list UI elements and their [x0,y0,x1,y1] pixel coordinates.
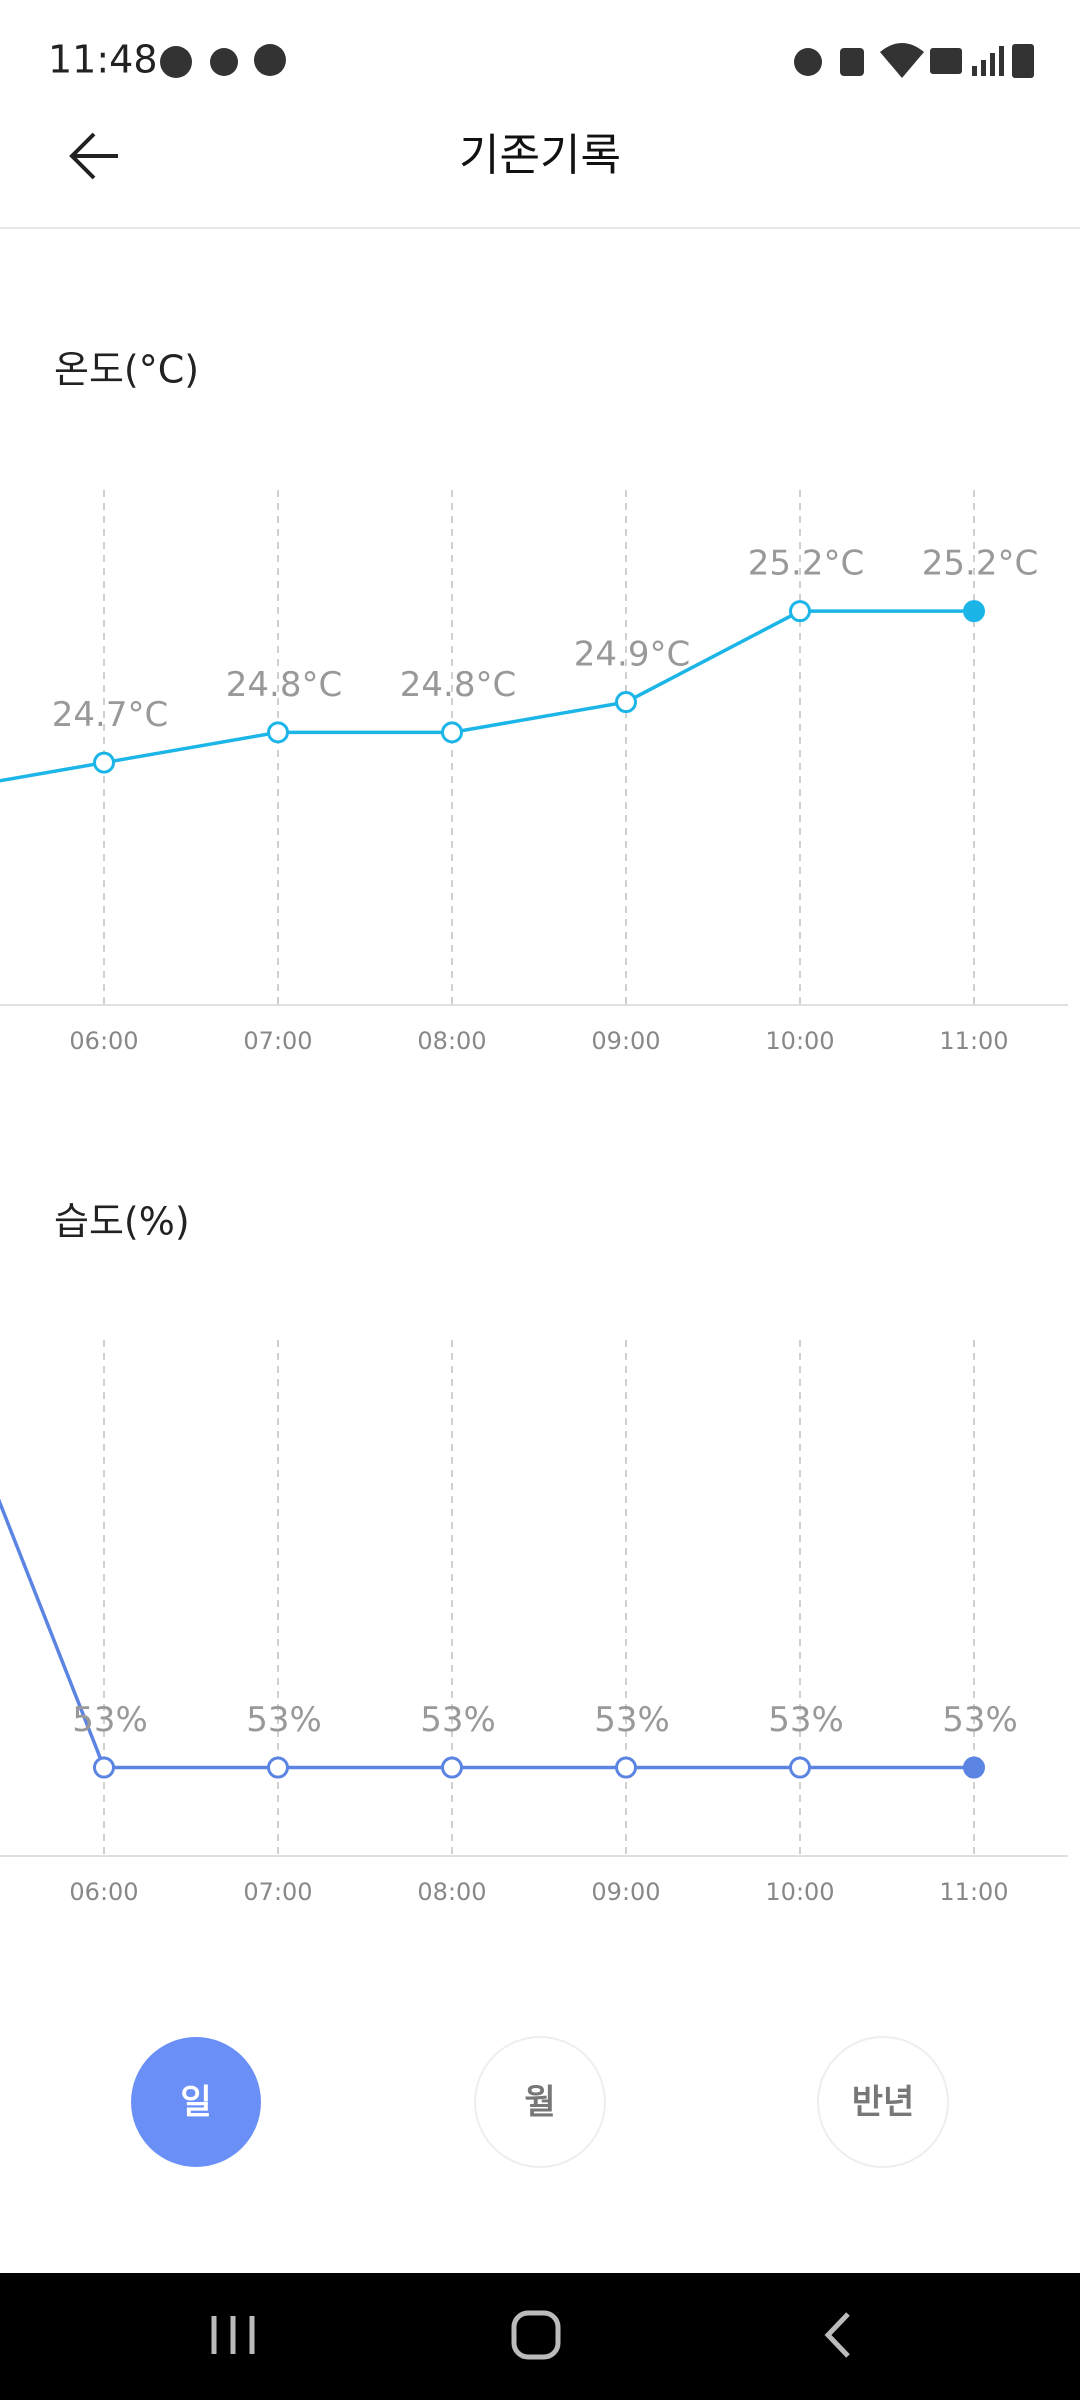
data-point [615,691,637,714]
status-icons [160,43,1034,78]
tab-day[interactable] [131,2037,261,2167]
data-point [615,1756,637,1779]
data-point [789,1756,811,1779]
data-point [789,600,811,623]
value-label: 25.2°C [922,544,1038,584]
value-label: 53% [768,1700,844,1740]
tab-label[interactable]: 월 [524,2083,555,2123]
x-tick-label: 11:00 [939,1878,1008,1906]
nav-buttons[interactable] [211,2310,850,2360]
tab-label[interactable]: 일 [180,2083,211,2123]
back-button[interactable] [69,132,118,180]
x-tick-label: 09:00 [591,1027,660,1055]
value-label: 25.2°C [748,544,864,584]
value-label: 53% [420,1700,496,1740]
x-tick-label: 11:00 [939,1027,1008,1055]
x-tick-label: 08:00 [417,1878,486,1906]
value-label: 53% [942,1700,1018,1740]
chart-title: 온도(°C) [54,348,199,392]
x-tick-label: 09:00 [591,1878,660,1906]
tab-month[interactable] [474,2036,606,2168]
data-point [267,721,289,744]
value-label: 53% [246,1700,322,1740]
chart-title: 습도(%) [54,1200,190,1244]
status-time: 11:48 [48,38,158,82]
data-point [441,1756,463,1779]
nav-bar [0,2273,1080,2400]
data-point [963,600,985,623]
value-label: 53% [72,1700,148,1740]
value-label: 24.8°C [400,665,516,705]
data-point [963,1756,985,1779]
x-tick-label: 07:00 [243,1027,312,1055]
x-tick-label: 07:00 [243,1878,312,1906]
x-tick-label: 10:00 [765,1027,834,1055]
value-label: 24.7°C [52,695,168,735]
data-point [93,751,115,774]
x-tick-label: 06:00 [69,1027,138,1055]
data-point [441,721,463,744]
x-tick-label: 08:00 [417,1027,486,1055]
page-title: 기존기록 [459,130,621,181]
data-point [93,1756,115,1779]
value-label: 24.8°C [226,665,342,705]
x-tick-label: 06:00 [69,1878,138,1906]
value-label: 53% [594,1700,670,1740]
tab-label[interactable]: 반년 [852,2083,915,2123]
value-label: 24.9°C [574,635,690,675]
data-point [267,1756,289,1779]
tab-half-year[interactable] [817,2036,949,2168]
x-tick-label: 10:00 [765,1878,834,1906]
